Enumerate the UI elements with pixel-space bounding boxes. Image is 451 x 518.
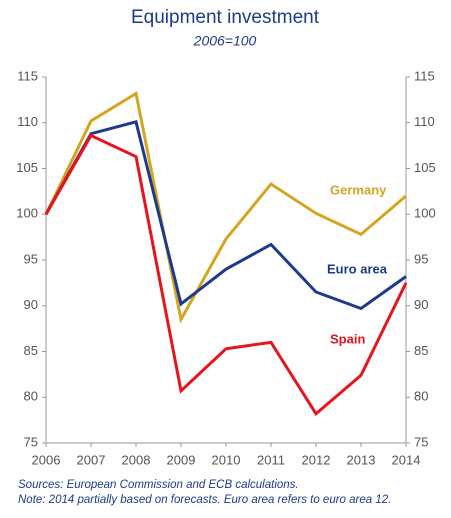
y2-tick-label: 90 (414, 297, 428, 312)
series-label: Spain (330, 331, 365, 346)
x-tick-label: 2010 (212, 452, 241, 467)
y-tick-label: 105 (16, 160, 38, 175)
note: Note: 2014 partially based on forecasts.… (18, 494, 391, 506)
x-tick-label: 2006 (32, 452, 61, 467)
chart-subtitle: 2006=100 (193, 33, 257, 49)
x-tick-label: 2012 (302, 452, 331, 467)
y-tick-label: 90 (24, 297, 38, 312)
y-tick-label: 85 (24, 343, 38, 358)
y-tick-label: 95 (24, 251, 38, 266)
y2-tick-label: 80 (414, 389, 428, 404)
y-tick-label: 75 (24, 434, 38, 449)
series-line (44, 133, 408, 416)
x-tick-label: 2014 (392, 452, 421, 467)
y2-tick-label: 115 (414, 68, 435, 83)
series-label: Euro area (327, 261, 388, 276)
y2-tick-label: 75 (414, 434, 428, 449)
x-tick-label: 2007 (77, 452, 106, 467)
series-line (44, 119, 407, 311)
y2-tick-label: 100 (414, 206, 436, 221)
x-tick-label: 2011 (257, 452, 285, 467)
y-tick-label: 110 (17, 114, 38, 129)
x-tick-label: 2008 (122, 452, 151, 467)
x-tick-label: 2013 (347, 452, 376, 467)
note: Sources: European Commission and ECB cal… (18, 479, 299, 491)
y-tick-label: 115 (17, 68, 38, 83)
chart-title: Equipment investment (131, 7, 320, 28)
y2-tick-label: 95 (414, 251, 428, 266)
y2-tick-label: 85 (414, 343, 428, 358)
y2-tick-label: 110 (414, 114, 435, 129)
y2-tick-label: 105 (414, 160, 436, 175)
y-tick-label: 80 (24, 389, 38, 404)
x-tick-label: 2009 (167, 452, 196, 467)
series-label: Germany (330, 182, 387, 197)
y-tick-label: 100 (16, 206, 38, 221)
series-line (44, 91, 407, 324)
